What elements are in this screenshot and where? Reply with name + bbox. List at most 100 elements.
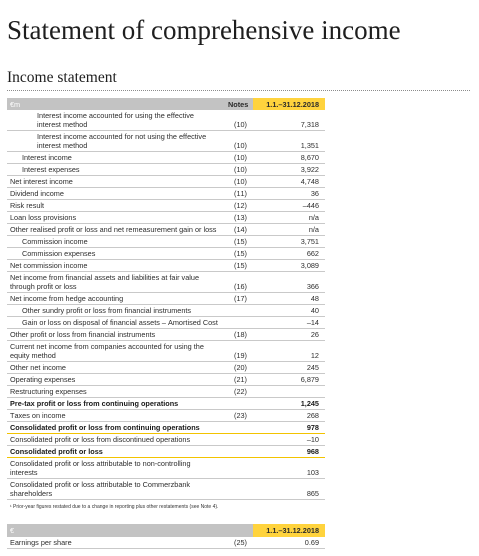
table-row: Dividend income (11) 36 (7, 188, 325, 200)
row-label: Other profit or loss from financial inst… (10, 330, 156, 339)
table-row: Consolidated profit or loss from discont… (7, 434, 325, 446)
row-label: Consolidated profit or loss from continu… (10, 423, 200, 432)
row-label: Current net income from companies accoun… (10, 342, 204, 360)
label-cell: Consolidated profit or loss (7, 446, 228, 458)
label-cell: Other profit or loss from financial inst… (7, 329, 228, 341)
row-note: (13) (228, 212, 253, 224)
table-header-row: €m Notes 1.1.–31.12.2018 (7, 98, 325, 110)
label-cell: Operating expenses (7, 374, 228, 386)
row-note: (10) (228, 176, 253, 188)
row-note: (15) (228, 248, 253, 260)
row-label: Interest income accounted for using the … (37, 111, 194, 129)
label-cell: Consolidated profit or loss from continu… (7, 422, 228, 434)
row-value: 268 (253, 410, 325, 422)
row-label: Interest income (21, 153, 72, 162)
income-statement-table: €m Notes 1.1.–31.12.2018 Interest income… (7, 98, 325, 500)
label-cell: Dividend income (7, 188, 228, 200)
table-row: Consolidated profit or loss from continu… (7, 422, 325, 434)
row-note: (20) (228, 362, 253, 374)
row-value: 4,748 (253, 176, 325, 188)
table-row: Restructuring expenses (22) (7, 386, 325, 398)
row-value (253, 386, 325, 398)
row-label: Other realised profit or loss and net re… (10, 225, 217, 234)
label-cell: Commission expenses (7, 248, 228, 260)
row-note: (10) (228, 110, 253, 131)
section-title: Income statement (7, 69, 117, 86)
label-cell: Interest income (7, 152, 228, 164)
row-label: Other sundry profit or loss from financi… (21, 306, 192, 315)
label-cell: Other sundry profit or loss from financi… (7, 305, 228, 317)
row-note: (10) (228, 152, 253, 164)
row-value: 40 (253, 305, 325, 317)
income-statement-rows: Interest income accounted for using the … (7, 110, 325, 500)
row-value: 662 (253, 248, 325, 260)
table-row: Loan loss provisions (13) n/a (7, 212, 325, 224)
row-note: (17) (228, 293, 253, 305)
row-note: (10) (228, 164, 253, 176)
row-label: Loan loss provisions (10, 213, 77, 222)
period-header: 1.1.–31.12.2018 (253, 524, 325, 537)
row-note (228, 398, 253, 410)
table-row: Net commission income (15) 3,089 (7, 260, 325, 272)
row-label: Risk result (10, 201, 45, 210)
row-value: 3,922 (253, 164, 325, 176)
row-value: 245 (253, 362, 325, 374)
label-cell: Commission income (7, 236, 228, 248)
row-label: Earnings per share (10, 538, 72, 547)
row-value: –14 (253, 317, 325, 329)
label-cell: Interest income accounted for not using … (7, 131, 228, 152)
table-row: Consolidated profit or loss attributable… (7, 479, 325, 500)
label-cell: Net income from financial assets and lia… (7, 272, 228, 293)
unit-header: €m (7, 98, 228, 110)
period-header: 1.1.–31.12.2018 (253, 98, 325, 110)
table-header-row: € 1.1.–31.12.2018 (7, 524, 325, 537)
row-note: (21) (228, 374, 253, 386)
table-row: Net income from financial assets and lia… (7, 272, 325, 293)
footnote: ¹ Prior-year figures restated due to a c… (10, 504, 219, 510)
row-value: n/a (253, 212, 325, 224)
row-label: Interest expenses (21, 165, 80, 174)
row-note (228, 305, 253, 317)
section-divider (7, 90, 470, 91)
row-value: 366 (253, 272, 325, 293)
row-note (228, 434, 253, 446)
row-value: –10 (253, 434, 325, 446)
row-value: 12 (253, 341, 325, 362)
label-cell: Interest expenses (7, 164, 228, 176)
row-note: (23) (228, 410, 253, 422)
row-label: Restructuring expenses (10, 387, 87, 396)
row-value: 48 (253, 293, 325, 305)
label-cell: Gain or loss on disposal of financial as… (7, 317, 228, 329)
table-row: Commission income (15) 3,751 (7, 236, 325, 248)
row-note: (14) (228, 224, 253, 236)
table-row: Interest expenses (10) 3,922 (7, 164, 325, 176)
row-value: 103 (253, 458, 325, 479)
label-cell: Net income from hedge accounting (7, 293, 228, 305)
earnings-per-share-rows: € 1.1.–31.12.2018 Earnings per share (25… (7, 524, 325, 549)
label-cell: Restructuring expenses (7, 386, 228, 398)
row-value: 3,751 (253, 236, 325, 248)
table-row: Taxes on income (23) 268 (7, 410, 325, 422)
row-label: Net income from financial assets and lia… (10, 273, 199, 291)
row-label: Operating expenses (10, 375, 76, 384)
label-cell: Net interest income (7, 176, 228, 188)
row-value: 0.69 (253, 537, 325, 549)
table-row: Pre-tax profit or loss from continuing o… (7, 398, 325, 410)
table-row: Consolidated profit or loss 968 (7, 446, 325, 458)
row-value: 6,879 (253, 374, 325, 386)
label-cell: Other net income (7, 362, 228, 374)
row-label: Consolidated profit or loss attributable… (10, 459, 191, 477)
label-cell: Interest income accounted for using the … (7, 110, 228, 131)
row-value: –446 (253, 200, 325, 212)
label-cell: Taxes on income (7, 410, 228, 422)
row-value: 978 (253, 422, 325, 434)
row-label: Consolidated profit or loss (10, 447, 103, 456)
table-row: Current net income from companies accoun… (7, 341, 325, 362)
table-row: Earnings per share (25) 0.69 (7, 537, 325, 549)
label-cell: Earnings per share (7, 537, 228, 549)
row-label: Net interest income (10, 177, 73, 186)
row-note: (15) (228, 236, 253, 248)
row-value: n/a (253, 224, 325, 236)
label-cell: Consolidated profit or loss from discont… (7, 434, 228, 446)
table-row: Gain or loss on disposal of financial as… (7, 317, 325, 329)
